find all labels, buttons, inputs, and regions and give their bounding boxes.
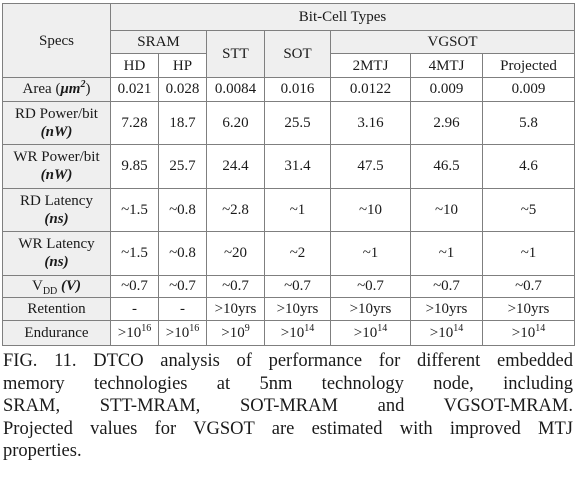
cell-value: ~2	[264, 231, 331, 276]
cell-value: >1016	[158, 320, 207, 346]
specs-table: Specs Bit-Cell Types SRAM STT SOT VGSOT …	[2, 3, 575, 346]
cell-value: ~1.5	[110, 231, 159, 276]
caption-line: properties.	[3, 441, 82, 461]
cell-value: ~0.7	[158, 274, 207, 299]
cell-value: ~1	[264, 187, 331, 233]
subcol-4mtj: 4MTJ	[410, 53, 483, 78]
cell-value: ~2.8	[206, 187, 265, 233]
row-label-retention: Retention	[2, 297, 111, 322]
sram-header: SRAM	[110, 30, 207, 54]
sot-header: SOT	[264, 30, 331, 78]
cell-value: 0.028	[158, 77, 207, 102]
cell-value: ~0.7	[330, 274, 411, 299]
row-label-rd-latency: RD Latency (ns)	[2, 187, 111, 233]
row-label-vdd: VDD (V)	[2, 274, 111, 299]
cell-value: 25.7	[158, 144, 207, 189]
cell-value: ~5	[482, 187, 575, 233]
table-row: WR Power/bit (nW) 9.85 25.7 24.4 31.4 47.…	[2, 144, 575, 189]
caption-line: FIG. 11. DTCO analysis of performance fo…	[3, 351, 573, 371]
cell-value: 18.7	[158, 100, 207, 146]
subcol-projected: Projected	[482, 53, 575, 78]
caption-line: Projected values for VGSOT are estimated…	[3, 418, 573, 439]
subcol-2mtj: 2MTJ	[330, 53, 411, 78]
cell-value: 31.4	[264, 144, 331, 189]
cell-value: ~10	[330, 187, 411, 233]
cell-value: >10yrs	[264, 297, 331, 322]
cell-value: 46.5	[410, 144, 483, 189]
row-label-wr-latency: WR Latency (ns)	[2, 231, 111, 276]
cell-value: ~0.8	[158, 231, 207, 276]
cell-value: 4.6	[482, 144, 575, 189]
cell-value: 0.0122	[330, 77, 411, 102]
figure-caption: FIG. 11. DTCO analysis of performance fo…	[3, 350, 573, 463]
cell-value: ~0.7	[206, 274, 265, 299]
subcol-hd: HD	[110, 53, 159, 78]
cell-value: >1014	[264, 320, 331, 346]
cell-value: 47.5	[330, 144, 411, 189]
cell-value: ~10	[410, 187, 483, 233]
row-label-wr-power: WR Power/bit (nW)	[2, 144, 111, 189]
cell-value: 5.8	[482, 100, 575, 146]
cell-value: -	[158, 297, 207, 322]
bit-cell-types-header: Bit-Cell Types	[110, 3, 575, 31]
row-label-rd-power: RD Power/bit (nW)	[2, 100, 111, 146]
cell-value: 24.4	[206, 144, 265, 189]
cell-value: -	[110, 297, 159, 322]
cell-value: ~1	[410, 231, 483, 276]
cell-value: ~0.7	[482, 274, 575, 299]
table-row: WR Latency (ns) ~1.5 ~0.8 ~20 ~2 ~1 ~1 ~1	[2, 231, 575, 276]
cell-value: >10yrs	[330, 297, 411, 322]
subcol-hp: HP	[158, 53, 207, 78]
cell-value: ~1	[482, 231, 575, 276]
stt-header: STT	[206, 30, 265, 78]
table-row: RD Power/bit (nW) 7.28 18.7 6.20 25.5 3.1…	[2, 100, 575, 146]
cell-value: ~20	[206, 231, 265, 276]
cell-value: 0.0084	[206, 77, 265, 102]
cell-value: ~0.8	[158, 187, 207, 233]
cell-value: 0.016	[264, 77, 331, 102]
cell-value: >10yrs	[206, 297, 265, 322]
cell-value: ~0.7	[110, 274, 159, 299]
cell-value: 3.16	[330, 100, 411, 146]
cell-value: ~0.7	[264, 274, 331, 299]
caption-line: memory technologies at 5nm technology no…	[3, 373, 573, 394]
vgsot-header: VGSOT	[330, 30, 575, 54]
cell-value: 25.5	[264, 100, 331, 146]
cell-value: ~0.7	[410, 274, 483, 299]
cell-value: 7.28	[110, 100, 159, 146]
cell-value: >1016	[110, 320, 159, 346]
cell-value: >10yrs	[410, 297, 483, 322]
table-row: Area (μm2) 0.021 0.028 0.0084 0.016 0.01…	[2, 77, 575, 102]
cell-value: >1014	[330, 320, 411, 346]
row-label-endurance: Endurance	[2, 320, 111, 346]
cell-value: 2.96	[410, 100, 483, 146]
row-label-area: Area (μm2)	[2, 77, 111, 102]
cell-value: 6.20	[206, 100, 265, 146]
table-row: Endurance >1016 >1016 >109 >1014 >1014 >…	[2, 320, 575, 346]
cell-value: 0.009	[482, 77, 575, 102]
table-row: VDD (V) ~0.7 ~0.7 ~0.7 ~0.7 ~0.7 ~0.7 ~0…	[2, 274, 575, 299]
cell-value: >1014	[482, 320, 575, 346]
cell-value: ~1	[330, 231, 411, 276]
cell-value: >109	[206, 320, 265, 346]
cell-value: ~1.5	[110, 187, 159, 233]
specs-header: Specs	[2, 3, 111, 78]
cell-value: 0.009	[410, 77, 483, 102]
cell-value: >10yrs	[482, 297, 575, 322]
caption-line: SRAM, STT-MRAM, SOT-MRAM and VGSOT-MRAM.	[3, 396, 573, 416]
cell-value: 0.021	[110, 77, 159, 102]
cell-value: 9.85	[110, 144, 159, 189]
table-row: Retention - - >10yrs >10yrs >10yrs >10yr…	[2, 297, 575, 322]
table-row: RD Latency (ns) ~1.5 ~0.8 ~2.8 ~1 ~10 ~10…	[2, 187, 575, 233]
cell-value: >1014	[410, 320, 483, 346]
